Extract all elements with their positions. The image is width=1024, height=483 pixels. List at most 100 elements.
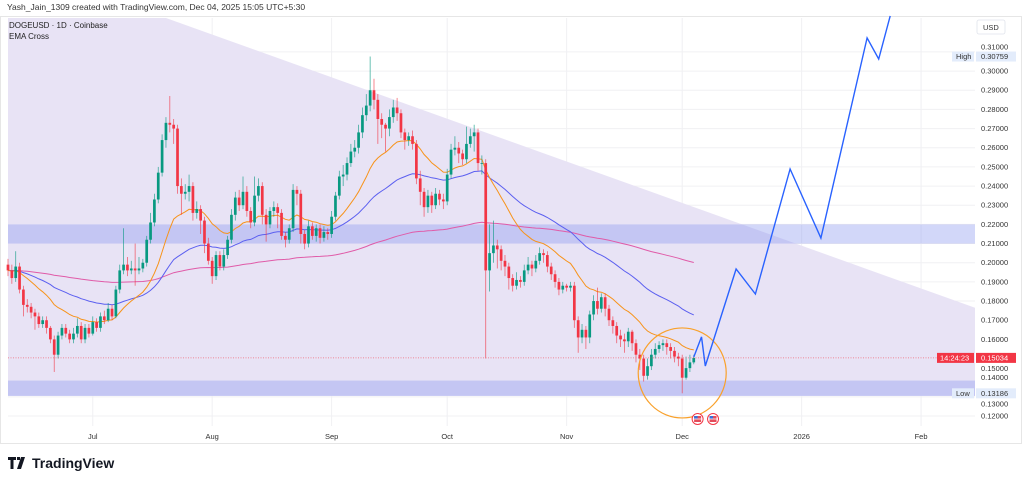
- candle[interactable]: [276, 203, 280, 229]
- candle[interactable]: [83, 324, 87, 344]
- candle[interactable]: [642, 354, 646, 382]
- candle[interactable]: [145, 235, 149, 267]
- projection-path[interactable]: [693, 15, 891, 367]
- candle[interactable]: [268, 207, 272, 229]
- candle[interactable]: [388, 109, 391, 137]
- candle[interactable]: [164, 117, 168, 148]
- candle[interactable]: [187, 174, 191, 202]
- candle[interactable]: [561, 281, 565, 294]
- candle[interactable]: [52, 335, 56, 372]
- candle[interactable]: [634, 339, 638, 363]
- candle[interactable]: [72, 327, 75, 344]
- candle[interactable]: [684, 356, 688, 380]
- symbol-label[interactable]: DOGEUSD · 1D · Coinbase: [9, 21, 108, 30]
- candle[interactable]: [403, 128, 407, 150]
- candle[interactable]: [546, 251, 549, 273]
- candle[interactable]: [495, 239, 499, 269]
- currency-button[interactable]: [976, 19, 1006, 35]
- candle[interactable]: [488, 224, 491, 292]
- us-flag-icon[interactable]: [707, 413, 720, 425]
- candle[interactable]: [519, 276, 522, 288]
- candle[interactable]: [25, 299, 29, 313]
- candle[interactable]: [191, 182, 195, 221]
- candle[interactable]: [592, 295, 595, 321]
- candle[interactable]: [326, 228, 330, 240]
- candle[interactable]: [284, 232, 287, 248]
- candle[interactable]: [653, 343, 657, 359]
- candle[interactable]: [438, 189, 441, 206]
- candle[interactable]: [557, 278, 561, 296]
- candle[interactable]: [445, 168, 449, 206]
- candle[interactable]: [391, 99, 395, 123]
- candle[interactable]: [615, 322, 619, 344]
- candle[interactable]: [141, 258, 145, 273]
- candle[interactable]: [399, 109, 403, 139]
- candle[interactable]: [611, 316, 615, 334]
- candle[interactable]: [241, 176, 245, 210]
- candle[interactable]: [172, 118, 176, 144]
- candle[interactable]: [318, 224, 322, 244]
- candle[interactable]: [102, 310, 106, 325]
- candle[interactable]: [45, 316, 48, 334]
- price-axis[interactable]: 0.31000 0.30000 0.29000 0.28000 0.27000 0.260…: [937, 19, 1016, 421]
- candle[interactable]: [572, 281, 576, 328]
- candle[interactable]: [511, 274, 515, 292]
- candle[interactable]: [507, 262, 511, 290]
- candle[interactable]: [126, 256, 129, 277]
- candle[interactable]: [206, 237, 210, 265]
- candle[interactable]: [180, 178, 183, 215]
- candle[interactable]: [264, 209, 268, 242]
- candle[interactable]: [434, 187, 437, 210]
- candle[interactable]: [303, 230, 306, 250]
- candle[interactable]: [214, 251, 218, 280]
- resistance-zone[interactable]: [8, 224, 975, 244]
- candle[interactable]: [87, 324, 91, 338]
- candle[interactable]: [156, 166, 160, 204]
- candle[interactable]: [79, 322, 83, 344]
- candle[interactable]: [49, 325, 52, 344]
- candle[interactable]: [376, 94, 380, 144]
- candle[interactable]: [584, 325, 588, 349]
- candle[interactable]: [218, 251, 222, 271]
- candle[interactable]: [596, 287, 599, 315]
- candle[interactable]: [411, 130, 414, 150]
- candle[interactable]: [368, 56, 372, 112]
- candle[interactable]: [349, 143, 353, 167]
- candle[interactable]: [14, 251, 18, 282]
- candle[interactable]: [665, 339, 669, 355]
- candle[interactable]: [515, 272, 518, 290]
- candle[interactable]: [522, 264, 526, 286]
- candle[interactable]: [526, 256, 530, 275]
- candle[interactable]: [607, 304, 611, 326]
- candle[interactable]: [280, 209, 283, 240]
- candle[interactable]: [364, 94, 368, 121]
- support-zone[interactable]: [8, 380, 975, 396]
- candle[interactable]: [330, 210, 333, 238]
- candle[interactable]: [33, 308, 37, 330]
- candle[interactable]: [468, 128, 472, 148]
- candle[interactable]: [133, 243, 137, 286]
- candle[interactable]: [650, 348, 653, 371]
- candle[interactable]: [530, 260, 534, 277]
- candle[interactable]: [253, 176, 256, 227]
- candle[interactable]: [299, 189, 303, 244]
- candle[interactable]: [195, 201, 199, 219]
- candle[interactable]: [345, 157, 349, 181]
- candle[interactable]: [99, 312, 102, 332]
- candle[interactable]: [29, 302, 33, 319]
- candle[interactable]: [149, 212, 152, 244]
- candle[interactable]: [153, 193, 156, 227]
- candle[interactable]: [426, 189, 430, 213]
- candle[interactable]: [407, 132, 411, 146]
- candle[interactable]: [542, 249, 545, 263]
- candle[interactable]: [287, 224, 291, 244]
- candle[interactable]: [75, 318, 79, 338]
- candle[interactable]: [114, 285, 118, 319]
- candle[interactable]: [56, 331, 60, 359]
- candle[interactable]: [334, 191, 337, 221]
- candle[interactable]: [661, 339, 665, 351]
- candle[interactable]: [657, 341, 661, 353]
- candle[interactable]: [476, 128, 480, 171]
- candle[interactable]: [230, 209, 233, 244]
